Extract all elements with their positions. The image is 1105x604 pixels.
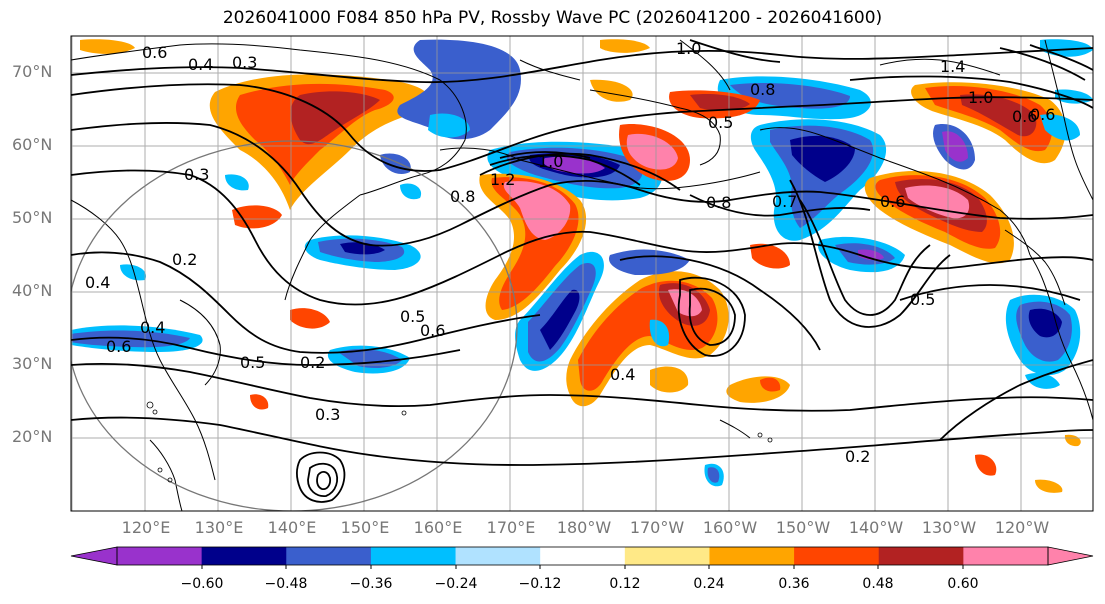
contour-label: 0.2: [300, 353, 325, 372]
contour-label: 0.2: [172, 250, 197, 269]
colorbar-swatch: [455, 547, 541, 565]
colorbar-tick-label: 0.24: [693, 576, 725, 592]
contour-label: 0.3: [232, 53, 257, 72]
contour-label: 0.8: [706, 193, 731, 212]
lon-label: 140°W: [848, 518, 904, 537]
contour-label: 0.3: [184, 165, 209, 184]
colorbar-extend-min: [70, 546, 118, 566]
map-frame: [70, 35, 1094, 512]
gridlines: [71, 36, 1093, 511]
colorbar-tick-label: 0.36: [778, 576, 810, 592]
lon-label: 180°W: [556, 518, 612, 537]
colorbar-frame: [116, 546, 1049, 566]
lon-label: 170°W: [629, 518, 685, 537]
contour-label: 0.4: [610, 365, 635, 384]
colorbar-tick-label: 0.60: [947, 576, 979, 592]
contour-label: 0.5: [400, 307, 425, 326]
contour-label: 0.6: [106, 337, 131, 356]
pv-contours: [71, 39, 1093, 503]
lon-label: 120°W: [994, 518, 1050, 537]
figure-title: 2026041000 F084 850 hPa PV, Rossby Wave …: [222, 8, 883, 28]
lat-label: 40°N: [12, 281, 53, 300]
contour-label: 1.4: [940, 57, 965, 76]
contour-label: 0.5: [240, 353, 265, 372]
contour-label: 1.2: [490, 170, 515, 189]
colorbar-extend-max: [1047, 546, 1094, 566]
contour-label: 1.0: [676, 39, 701, 58]
colorbar-swatch: [624, 547, 710, 565]
contour-label: 0.4: [85, 273, 110, 292]
colorbar-tick-label: −0.36: [349, 576, 393, 592]
lon-label: 160°W: [702, 518, 758, 537]
colorbar-tick-label: −0.12: [518, 576, 562, 592]
lon-label: 120°E: [121, 518, 171, 537]
contour-label: 0.6: [880, 192, 905, 211]
lon-label: 150°E: [340, 518, 390, 537]
lon-label: 130°W: [921, 518, 977, 537]
contour-label: 0.8: [750, 80, 775, 99]
colorbar-tick-label: −0.48: [264, 576, 308, 592]
colorbar-swatch: [878, 547, 964, 565]
island-outlines: [146, 401, 773, 483]
projection-circle: [71, 140, 518, 511]
colorbar-swatch: [709, 547, 795, 565]
lon-label: 150°W: [775, 518, 831, 537]
colorbar-tick-label: 0.12: [609, 576, 641, 592]
contour-label: 0.5: [708, 113, 733, 132]
colorbar-tick-label: −0.24: [434, 576, 478, 592]
colorbar-swatch: [117, 547, 203, 565]
coastlines: [71, 39, 1093, 511]
colorbar-swatch: [540, 547, 626, 565]
contour-label: 0.6: [420, 321, 445, 340]
contour-label: 1.0: [968, 88, 993, 107]
contour-label: 0.5: [910, 290, 935, 309]
colorbar-tick-label: −0.60: [180, 576, 224, 592]
contour-label: 1.0: [538, 152, 563, 171]
colorbar-swatch: [963, 547, 1049, 565]
contour-label: 0.4: [140, 318, 165, 337]
lat-label: 60°N: [12, 135, 53, 154]
colorbar-tick-label: 0.48: [862, 576, 894, 592]
contour-label: 0.7: [772, 192, 797, 211]
lon-label: 140°E: [267, 518, 317, 537]
lon-label: 130°E: [194, 518, 244, 537]
contour-label: 0.6: [142, 43, 167, 62]
lat-label: 30°N: [12, 354, 53, 373]
lon-label: 170°E: [486, 518, 536, 537]
contour-label: 0.8: [450, 187, 475, 206]
contour-labels: 0.60.4 0.31.01.41.00.60.80.51.01.20.8 0.8 0…: [85, 39, 1055, 466]
colorbar-swatch: [794, 547, 880, 565]
contour-label: 0.2: [845, 447, 870, 466]
colorbar-swatch: [286, 547, 372, 565]
colorbar-swatch: [370, 547, 457, 565]
colorbar-swatch: [201, 547, 287, 565]
lat-label: 20°N: [12, 427, 53, 446]
colorbar: [70, 546, 1094, 569]
contour-label: 0.3: [315, 405, 340, 424]
lat-label: 70°N: [12, 62, 53, 81]
lat-label: 50°N: [12, 208, 53, 227]
lon-label: 160°E: [413, 518, 463, 537]
contour-label: 0.4: [188, 55, 213, 74]
contour-label: 0.6: [1030, 105, 1055, 124]
contour-label: 0.6: [1012, 107, 1037, 126]
